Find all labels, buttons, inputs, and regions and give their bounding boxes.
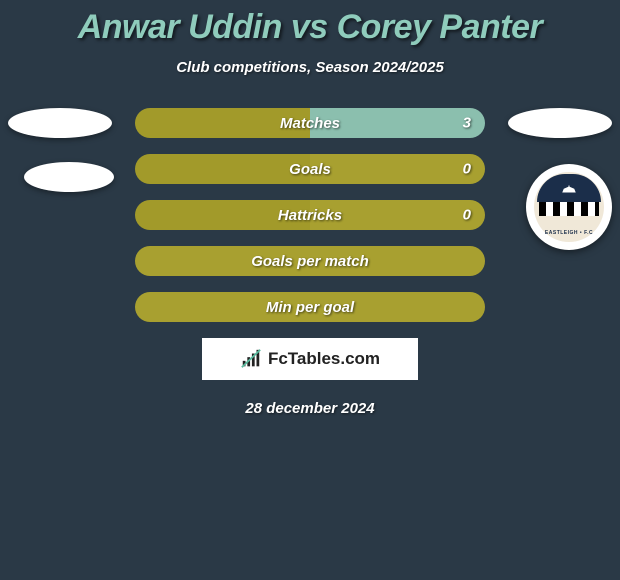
stat-bar-row: Hattricks 0 (135, 200, 485, 230)
player-left-placeholder-1 (8, 108, 112, 138)
player-left-placeholder-2 (24, 162, 114, 192)
club-badge-inner: EASTLEIGH • F.C (534, 172, 604, 242)
stat-bar-label: Goals per match (251, 253, 369, 270)
bar-chart-icon (240, 348, 262, 370)
stat-bar-value: 0 (463, 161, 471, 178)
stat-bar-row: Goals per match (135, 246, 485, 276)
stat-bar-label: Min per goal (266, 299, 354, 316)
comparison-content: EASTLEIGH • F.C Matches 3 Goals 0 Hattricks 0… (0, 108, 620, 417)
stat-bar-label: Hattricks (278, 207, 342, 224)
club-badge-crest (537, 174, 601, 202)
stat-bar-left (135, 154, 310, 184)
stat-bar-row: Matches 3 (135, 108, 485, 138)
snapshot-date: 28 december 2024 (0, 400, 620, 417)
stat-bar-value: 0 (463, 207, 471, 224)
site-logo: FcTables.com (202, 338, 418, 380)
club-badge-checker (539, 202, 599, 216)
comparison-title: Anwar Uddin vs Corey Panter (0, 0, 620, 47)
stat-bar-row: Goals 0 (135, 154, 485, 184)
stat-bar-row: Min per goal (135, 292, 485, 322)
stat-bar-value: 3 (463, 115, 471, 132)
stat-bar-right (310, 154, 485, 184)
comparison-subtitle: Club competitions, Season 2024/2025 (0, 59, 620, 76)
site-logo-text: FcTables.com (268, 349, 380, 369)
club-badge: EASTLEIGH • F.C (526, 164, 612, 250)
stat-bars: Matches 3 Goals 0 Hattricks 0 Goals per match M… (135, 108, 485, 322)
stat-bar-label: Goals (289, 161, 331, 178)
player-right-placeholder-1 (508, 108, 612, 138)
ship-icon (560, 179, 578, 197)
club-badge-text: EASTLEIGH • F.C (534, 230, 604, 236)
stat-bar-label: Matches (280, 115, 340, 132)
